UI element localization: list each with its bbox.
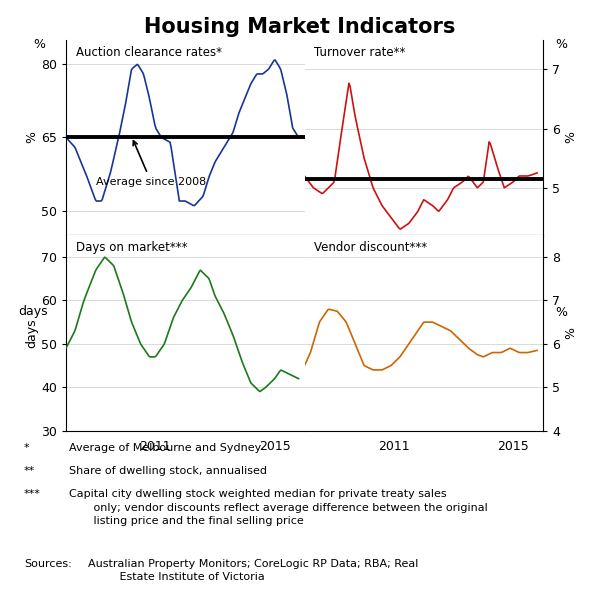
Text: Housing Market Indicators: Housing Market Indicators <box>145 17 455 37</box>
Text: Average since 2008: Average since 2008 <box>96 141 206 186</box>
Text: %: % <box>555 38 567 51</box>
Text: Days on market***: Days on market*** <box>76 241 187 254</box>
Text: days: days <box>18 306 48 318</box>
Text: **: ** <box>24 466 35 476</box>
Text: %: % <box>33 38 45 51</box>
Text: Australian Property Monitors; CoreLogic RP Data; RBA; Real
           Estate Ins: Australian Property Monitors; CoreLogic … <box>81 559 418 582</box>
Y-axis label: %: % <box>564 327 577 339</box>
Text: %: % <box>555 306 567 318</box>
Text: Turnover rate**: Turnover rate** <box>314 46 406 59</box>
Text: Sources:: Sources: <box>24 559 72 569</box>
Y-axis label: days: days <box>25 318 38 348</box>
Text: Share of dwelling stock, annualised: Share of dwelling stock, annualised <box>69 466 267 476</box>
Text: Capital city dwelling stock weighted median for private treaty sales
       only: Capital city dwelling stock weighted med… <box>69 489 488 526</box>
Text: ***: *** <box>24 489 41 499</box>
Y-axis label: %: % <box>564 131 577 144</box>
Y-axis label: %: % <box>25 131 38 144</box>
Text: *: * <box>24 443 29 453</box>
Text: Average of Melbourne and Sydney: Average of Melbourne and Sydney <box>69 443 261 453</box>
Text: Auction clearance rates*: Auction clearance rates* <box>76 46 221 59</box>
Text: Vendor discount***: Vendor discount*** <box>314 241 427 254</box>
